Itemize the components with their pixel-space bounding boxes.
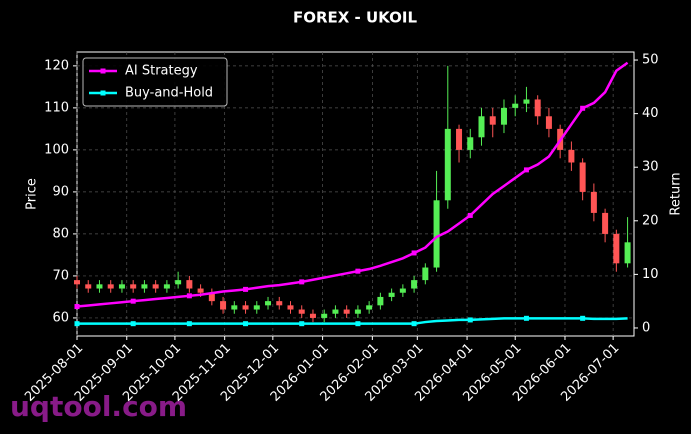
- candle-body: [163, 284, 170, 289]
- candle-body: [85, 284, 92, 289]
- series-marker: [355, 321, 361, 327]
- y-tick-label: 60: [52, 310, 69, 325]
- y2-tick-label: 10: [642, 267, 659, 282]
- legend-marker: [100, 68, 106, 74]
- candle-body: [422, 267, 429, 281]
- y-tick-label: 90: [52, 184, 69, 199]
- candle-body: [456, 128, 463, 150]
- candle-body: [220, 301, 227, 310]
- candle-body: [298, 309, 305, 314]
- y2-tick-label: 40: [642, 106, 659, 121]
- series-marker: [186, 293, 192, 299]
- y-tick-label: 80: [52, 226, 69, 241]
- candle-body: [197, 288, 204, 293]
- candle-body: [242, 305, 249, 310]
- series-marker: [186, 321, 192, 327]
- candle-body: [545, 116, 552, 129]
- candle-body: [118, 284, 125, 289]
- candle-body: [433, 200, 440, 268]
- candle-body: [208, 292, 215, 302]
- candle-body: [152, 284, 159, 289]
- legend-label: AI Strategy: [125, 64, 198, 79]
- legend-marker: [100, 90, 106, 96]
- series-marker: [467, 212, 473, 218]
- y-tick-label: 70: [52, 268, 69, 283]
- y2-axis-label: Return: [669, 172, 684, 215]
- candle-body: [343, 309, 350, 314]
- candle-body: [276, 301, 283, 306]
- candle-body: [287, 305, 294, 310]
- candle-body: [332, 309, 339, 314]
- series-marker: [74, 321, 80, 327]
- candle-body: [231, 305, 238, 310]
- y2-tick-label: 20: [642, 213, 659, 228]
- plot-frame: [76, 51, 635, 337]
- y-axis-label: Price: [25, 178, 40, 210]
- candle-body: [489, 116, 496, 125]
- candle-body: [534, 99, 541, 117]
- candle-body: [590, 191, 597, 213]
- candle-body: [478, 116, 485, 138]
- candle-body: [366, 305, 373, 310]
- candle-body: [579, 162, 586, 192]
- chart-title: FOREX - UKOIL: [293, 9, 417, 27]
- candle-body: [523, 99, 530, 104]
- candle-body: [96, 284, 103, 289]
- series-line: [76, 61, 629, 308]
- legend-box: [82, 57, 228, 107]
- candle-body: [568, 149, 575, 163]
- series-line: [77, 317, 628, 325]
- candle-body: [602, 212, 609, 234]
- candle-body: [74, 280, 80, 285]
- series-marker: [411, 321, 417, 327]
- candle-body: [265, 301, 272, 306]
- series-marker: [523, 315, 529, 321]
- candle-body: [130, 284, 137, 289]
- candle-body: [186, 280, 193, 289]
- candle-body: [175, 280, 182, 285]
- series-marker: [580, 105, 586, 111]
- series-marker: [355, 268, 361, 274]
- series-marker: [130, 321, 136, 327]
- candle-body: [321, 313, 328, 318]
- series-marker: [299, 279, 305, 285]
- y-tick-label: 110: [44, 100, 69, 115]
- y2-tick-label: 50: [642, 53, 659, 68]
- candle-body: [444, 128, 451, 201]
- candle-body: [613, 233, 620, 264]
- candle-body: [141, 284, 148, 289]
- legend-label: Buy-and-Hold: [125, 86, 213, 101]
- candle-body: [377, 296, 384, 306]
- series-marker: [580, 315, 586, 321]
- series-marker: [467, 317, 473, 323]
- candle-body: [253, 305, 260, 310]
- candle-body: [309, 313, 316, 318]
- series-marker: [74, 304, 80, 310]
- candle-body: [512, 103, 519, 108]
- candle-body: [354, 309, 361, 314]
- series-marker: [243, 286, 249, 292]
- watermark: uqtool.com: [10, 390, 187, 423]
- candle-body: [399, 288, 406, 293]
- series-marker: [299, 321, 305, 327]
- y-tick-label: 120: [44, 58, 69, 73]
- y2-tick-label: 0: [642, 320, 650, 335]
- series-marker: [130, 298, 136, 304]
- candle-body: [467, 137, 474, 150]
- candle-body: [500, 107, 507, 125]
- series-marker: [243, 321, 249, 327]
- series-marker: [411, 250, 417, 256]
- candle-body: [107, 284, 114, 289]
- series-marker: [523, 167, 529, 173]
- y2-tick-label: 30: [642, 160, 659, 175]
- candle-body: [624, 242, 631, 264]
- candle-body: [411, 280, 418, 289]
- y-tick-label: 100: [44, 142, 69, 157]
- candle-body: [388, 292, 395, 297]
